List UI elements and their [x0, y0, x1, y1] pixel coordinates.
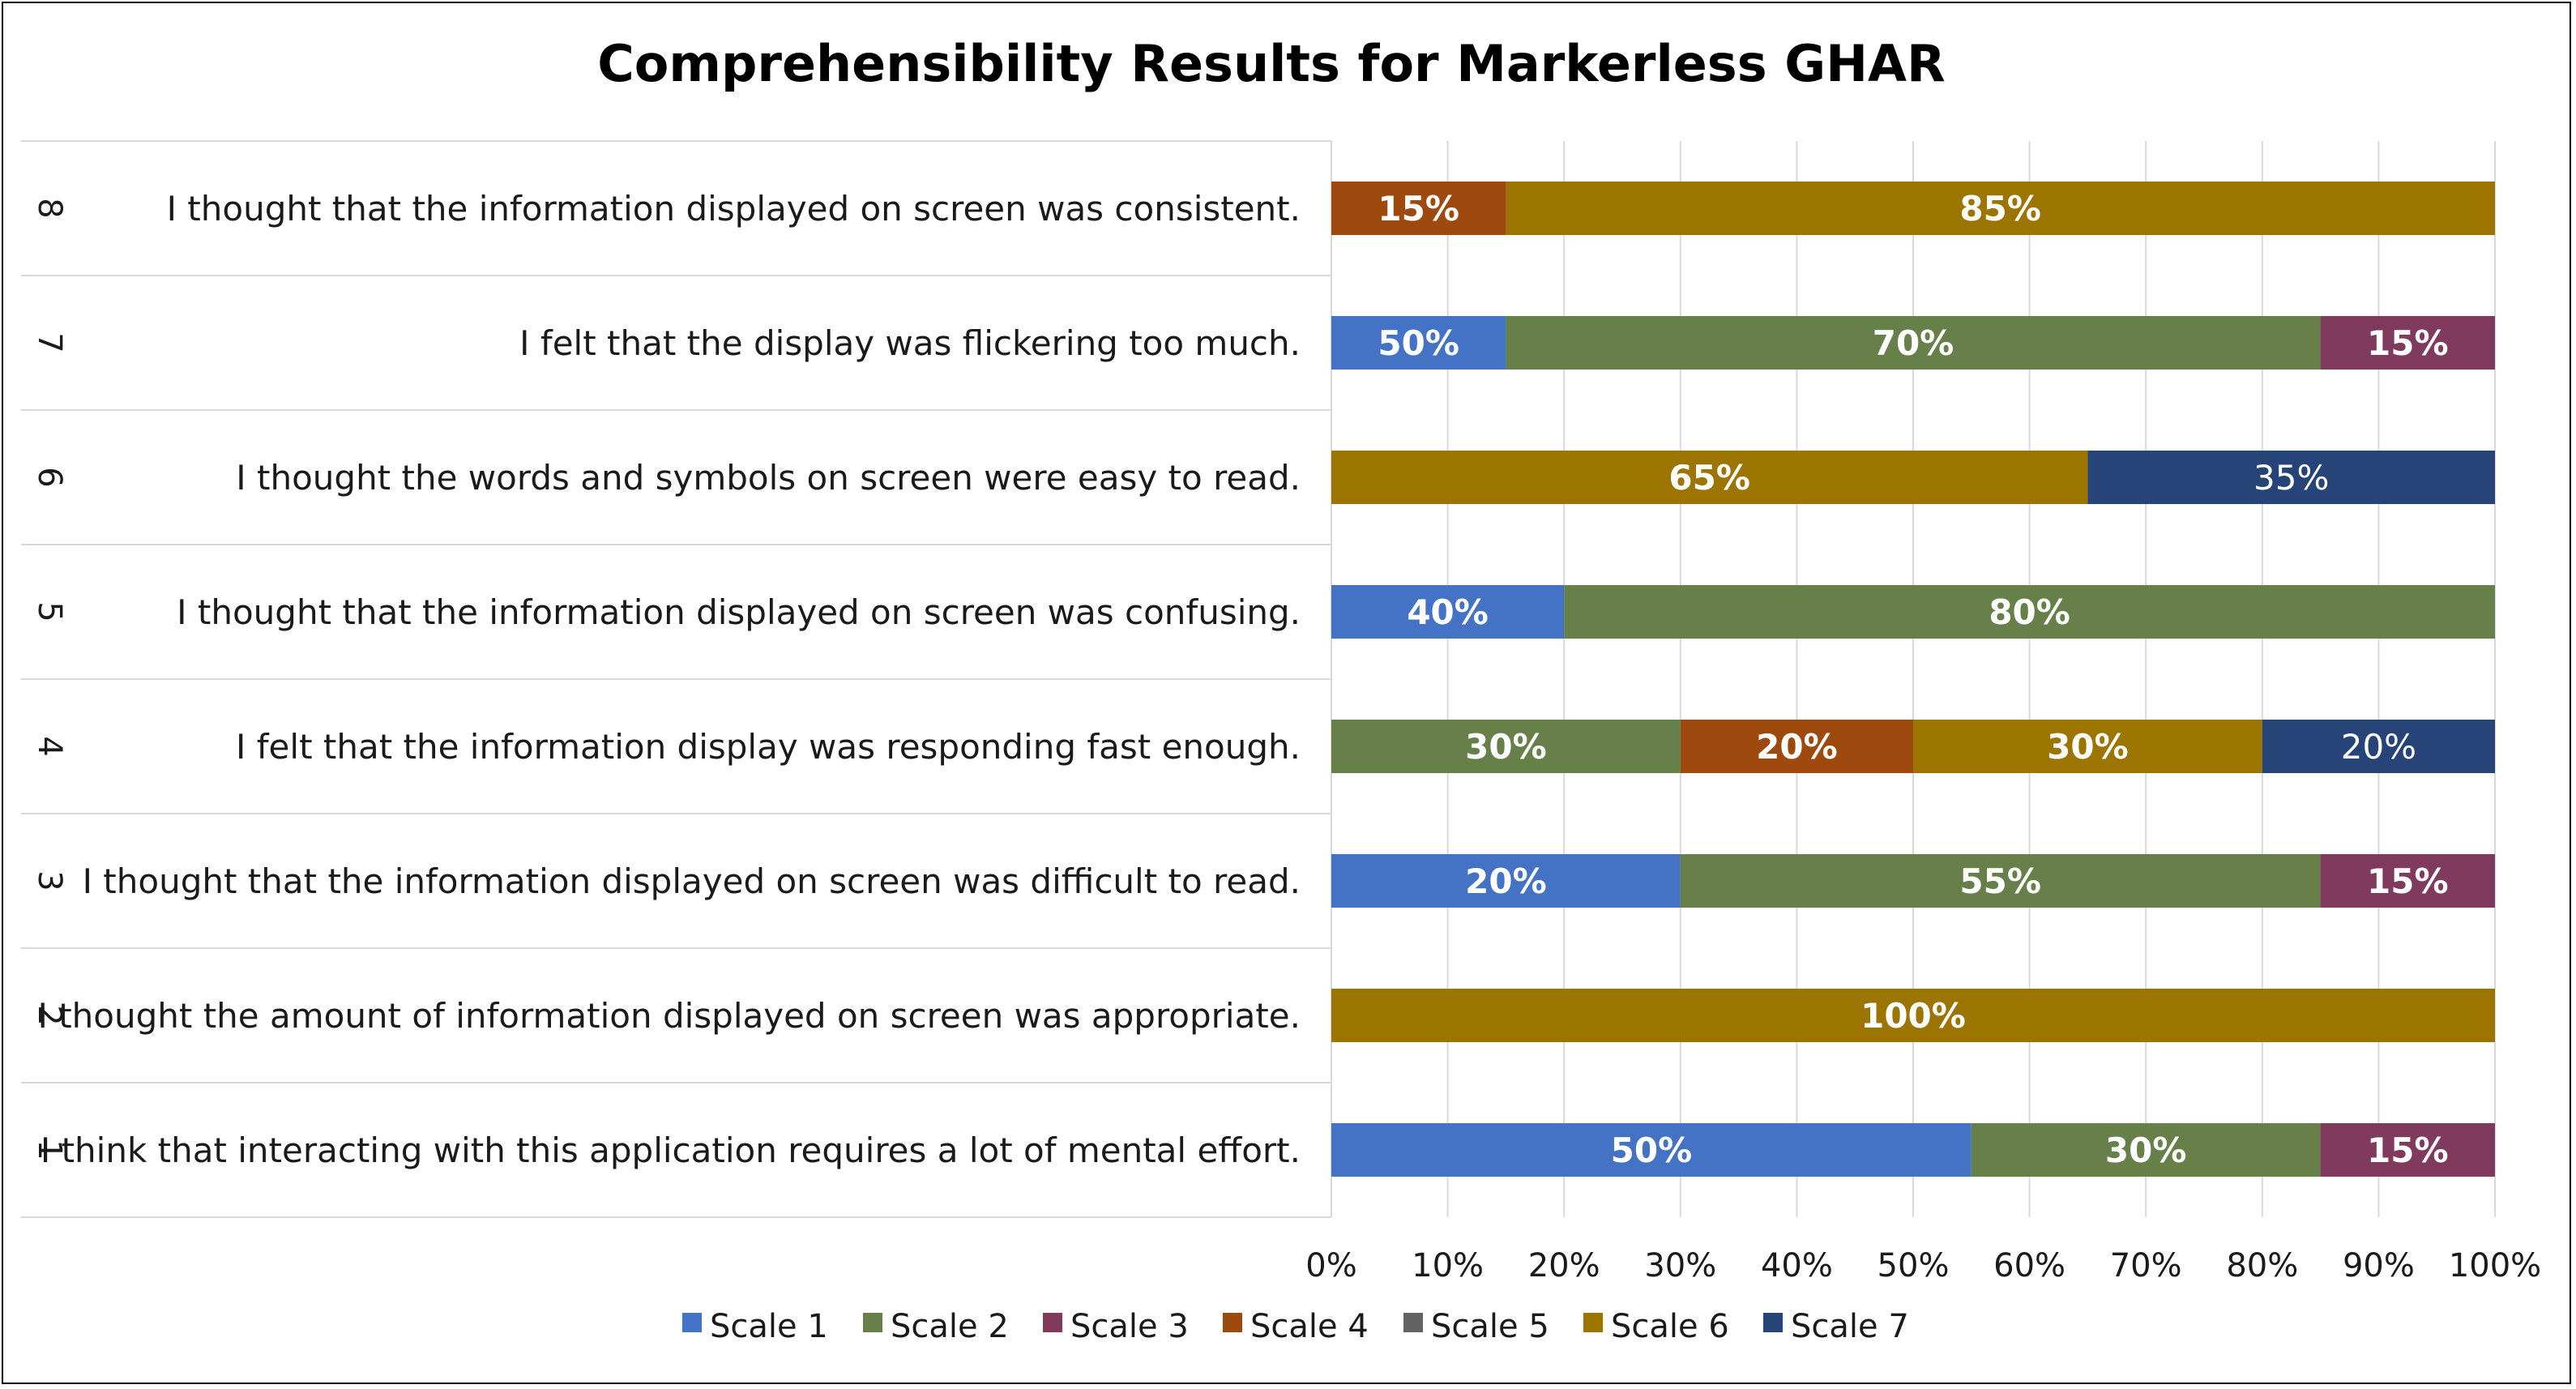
x-tick-label: 100% [2449, 1247, 2541, 1284]
chart-title: Comprehensibility Results for Markerless… [597, 34, 1945, 93]
bar-segment [1564, 585, 2495, 639]
bar-segment [1913, 720, 2262, 773]
bar-segment [1331, 1123, 1972, 1177]
bar-segment [1331, 182, 1506, 235]
chart-canvas: Comprehensibility Results for Markerless… [21, 34, 2541, 1345]
data-label: 20% [2341, 727, 2416, 767]
data-label: 100% [1860, 996, 1966, 1036]
bar-segment [2320, 854, 2495, 908]
bar-segment [1331, 854, 1681, 908]
bar-segment [1331, 989, 2495, 1042]
category-label: I felt that the information display was … [236, 727, 1301, 767]
data-label: 20% [1465, 861, 1547, 901]
category-label: I think that interacting with this appli… [41, 1130, 1301, 1170]
data-label: 15% [2367, 323, 2449, 363]
data-label: 70% [1873, 323, 1954, 363]
legend-swatch [1043, 1313, 1062, 1332]
x-tick-label: 50% [1878, 1247, 1950, 1284]
bar-segment [1331, 451, 2088, 504]
x-tick-label: 60% [1993, 1247, 2065, 1284]
x-tick-label: 30% [1644, 1247, 1716, 1284]
legend-swatch [863, 1313, 882, 1332]
bar-segment [1971, 1123, 2321, 1177]
data-label: 30% [2105, 1130, 2187, 1170]
category-label: I thought that the information displayed… [177, 592, 1301, 632]
legend-swatch [1763, 1313, 1783, 1332]
category-label: I thought that the information displayed… [167, 189, 1301, 229]
category-label: I thought the words and symbols on scree… [236, 458, 1301, 498]
legend-label: Scale 2 [891, 1308, 1009, 1345]
bar-segment [1680, 854, 2321, 908]
legend-swatch [1403, 1313, 1423, 1332]
x-tick-label: 90% [2343, 1247, 2415, 1284]
category-number: 8 [31, 198, 68, 218]
legend-label: Scale 6 [1611, 1308, 1729, 1345]
data-label: 80% [1989, 592, 2070, 632]
legend-label: Scale 7 [1791, 1308, 1909, 1345]
data-label: 85% [1959, 189, 2041, 229]
gridlines [1331, 141, 2496, 1217]
data-label: 35% [2253, 458, 2329, 498]
category-label: I thought the amount of information disp… [37, 996, 1301, 1036]
legend-label: Scale 4 [1250, 1308, 1369, 1345]
legend-swatch [1223, 1313, 1242, 1332]
data-label: 50% [1611, 1130, 1693, 1170]
bar-segment [1331, 316, 1506, 370]
bar-segment [1506, 182, 2495, 235]
bar-segment [2320, 316, 2495, 370]
category-label: I felt that the display was flickering t… [519, 323, 1301, 363]
x-axis-ticks: 0% 10% 20% 30% 40% 50% 60% 70% 80% 90% 100% [1305, 1247, 2541, 1284]
legend-swatch [1583, 1313, 1603, 1332]
bar-segment [2262, 720, 2495, 773]
legend-label: Scale 1 [710, 1308, 828, 1345]
data-label: 50% [1378, 323, 1459, 363]
category-number: 7 [31, 332, 68, 353]
data-label: 15% [2367, 1130, 2449, 1170]
data-label: 15% [2367, 861, 2449, 901]
data-label: 20% [1756, 727, 1838, 767]
bar-segment [2320, 1123, 2495, 1177]
x-tick-label: 40% [1761, 1247, 1833, 1284]
category-label: I thought that the information displayed… [83, 861, 1301, 901]
legend-swatch [682, 1313, 702, 1332]
x-tick-label: 0% [1305, 1247, 1356, 1284]
bars: 50% 30% 15% 100% 20% 55% 15% 30% 20% 30% 20% 40% 80%… [1331, 182, 2495, 1177]
data-label: 55% [1959, 861, 2041, 901]
data-label: 30% [1465, 727, 1547, 767]
bar-segment [1331, 720, 1681, 773]
legend: Scale 1 Scale 2 Scale 3 Scale 4 Scale 5 Scale… [682, 1308, 1909, 1345]
category-number: 1 [31, 1139, 68, 1160]
category-number: 4 [31, 736, 68, 756]
category-axis: 1I think that interacting with this appl… [21, 140, 1331, 1218]
data-label: 30% [2047, 727, 2129, 767]
x-tick-label: 80% [2226, 1247, 2298, 1284]
bar-segment [2087, 451, 2495, 504]
category-number: 5 [31, 601, 68, 622]
data-label: 40% [1407, 592, 1489, 632]
bar-segment [1506, 316, 2321, 370]
data-label: 65% [1668, 458, 1750, 498]
data-label: 15% [1378, 189, 1459, 229]
x-tick-label: 20% [1528, 1247, 1600, 1284]
bar-segment [1680, 720, 1913, 773]
category-number: 6 [31, 467, 68, 487]
category-number: 2 [31, 1005, 68, 1025]
legend-label: Scale 3 [1070, 1308, 1189, 1345]
x-tick-label: 10% [1412, 1247, 1484, 1284]
bar-segment [1331, 585, 1565, 639]
x-tick-label: 70% [2110, 1247, 2182, 1284]
category-number: 3 [31, 870, 68, 891]
legend-label: Scale 5 [1431, 1308, 1549, 1345]
